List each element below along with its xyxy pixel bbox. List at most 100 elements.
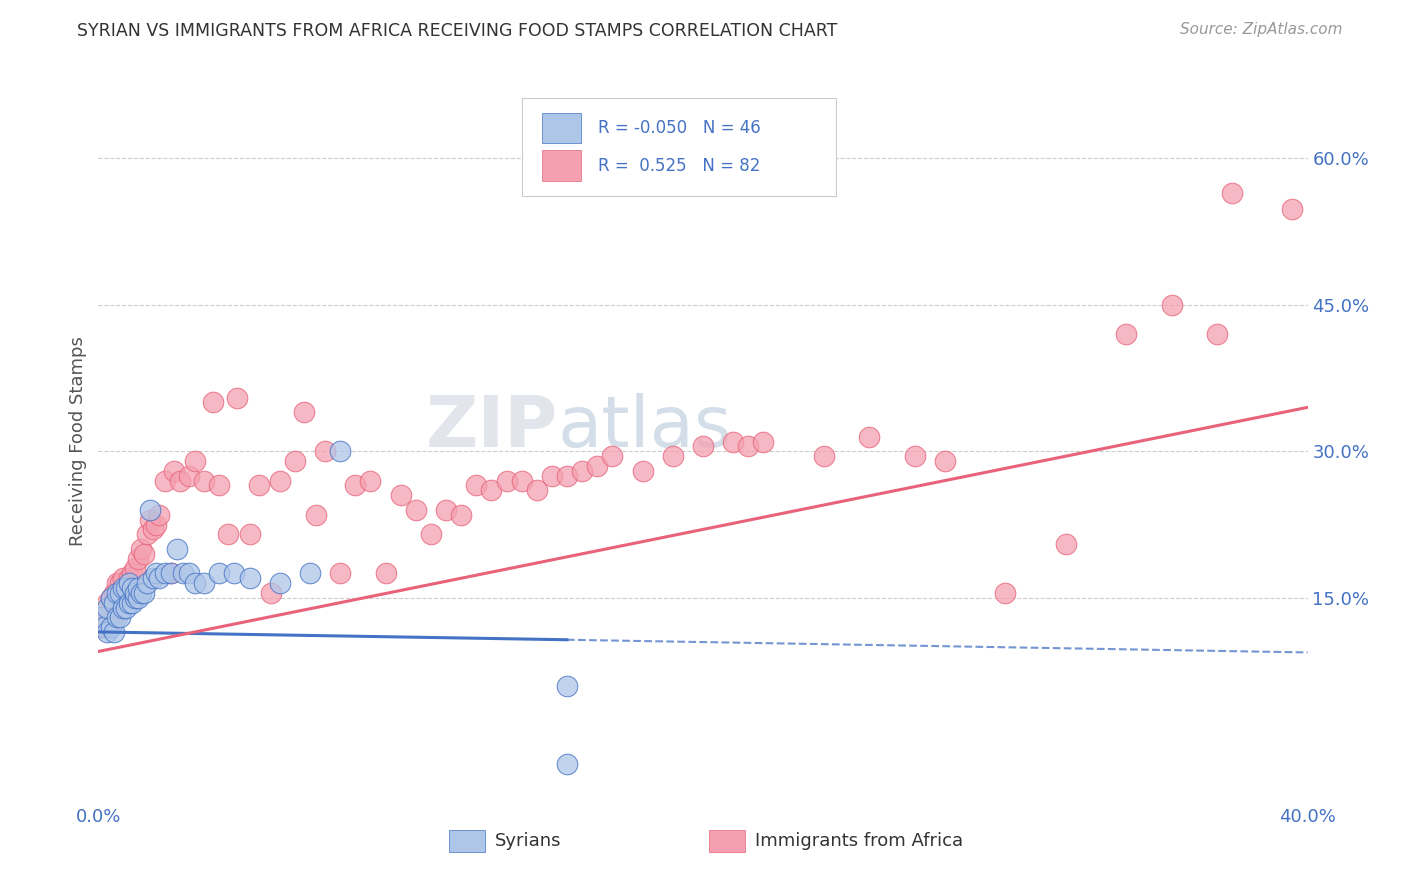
Point (108, 610, 131, 624)
Point (305, 508, 328, 522)
Point (329, 444, 352, 458)
Point (344, 478, 367, 492)
FancyBboxPatch shape (522, 98, 837, 196)
Point (540, 468, 562, 483)
Point (111, 600, 134, 615)
Point (1281, 202, 1303, 216)
Point (142, 523, 165, 537)
Point (166, 541, 188, 556)
Point (93, 610, 115, 624)
Point (145, 566, 167, 581)
Point (405, 503, 427, 517)
Point (208, 478, 231, 492)
Point (139, 503, 162, 517)
Point (153, 566, 176, 581)
Point (269, 576, 291, 591)
Point (360, 474, 382, 488)
Point (103, 624, 125, 639)
Point (142, 571, 165, 585)
Point (555, 679, 578, 693)
Point (103, 596, 125, 610)
Text: ZIP: ZIP (426, 392, 558, 461)
Point (224, 566, 246, 581)
Text: Immigrants from Africa: Immigrants from Africa (755, 832, 963, 850)
Point (118, 571, 141, 585)
Point (124, 586, 146, 600)
Point (631, 464, 654, 478)
Point (160, 566, 183, 581)
Point (127, 591, 149, 605)
Point (260, 586, 283, 600)
Point (1220, 186, 1243, 200)
Point (329, 566, 352, 581)
Point (526, 483, 548, 498)
FancyBboxPatch shape (709, 830, 745, 852)
Point (105, 600, 128, 615)
Point (124, 591, 146, 605)
Point (93, 620, 115, 634)
Point (145, 517, 167, 532)
Point (129, 541, 152, 556)
Point (111, 571, 134, 585)
Point (179, 468, 201, 483)
Text: Syrians: Syrians (495, 832, 561, 850)
Point (737, 439, 759, 453)
Point (217, 527, 239, 541)
Point (994, 586, 1017, 600)
Point (179, 566, 201, 581)
Point (114, 600, 136, 615)
Point (510, 474, 533, 488)
Point (314, 444, 336, 458)
Point (813, 449, 835, 463)
Point (121, 596, 143, 610)
Point (299, 566, 322, 581)
Point (184, 454, 207, 468)
Point (129, 586, 152, 600)
Point (481, 483, 503, 498)
FancyBboxPatch shape (543, 151, 581, 181)
Point (247, 478, 270, 492)
Point (153, 474, 176, 488)
Point (1054, 537, 1077, 551)
Point (465, 478, 488, 492)
Point (132, 547, 155, 561)
Point (602, 449, 624, 463)
Point (100, 591, 122, 605)
Point (135, 527, 157, 541)
Point (114, 581, 136, 595)
Point (135, 576, 157, 591)
Point (103, 610, 125, 624)
Point (202, 395, 225, 409)
Point (127, 581, 149, 595)
Point (127, 551, 149, 566)
Point (114, 586, 136, 600)
Point (752, 434, 775, 449)
Point (121, 566, 143, 581)
Point (108, 586, 131, 600)
Point (1115, 327, 1137, 342)
Text: R =  0.525   N = 82: R = 0.525 N = 82 (598, 156, 761, 175)
FancyBboxPatch shape (449, 830, 485, 852)
Y-axis label: Receiving Food Stamps: Receiving Food Stamps (69, 336, 87, 547)
Point (904, 449, 927, 463)
Point (692, 439, 714, 453)
Point (208, 566, 231, 581)
Point (389, 488, 412, 502)
Point (105, 610, 128, 624)
Point (124, 561, 146, 575)
Point (100, 620, 122, 634)
Text: Source: ZipAtlas.com: Source: ZipAtlas.com (1180, 22, 1343, 37)
Point (555, 468, 578, 483)
Point (269, 474, 291, 488)
Point (169, 474, 191, 488)
Point (148, 508, 170, 522)
Point (100, 591, 122, 605)
Point (723, 434, 745, 449)
Point (586, 458, 609, 473)
Point (108, 576, 131, 591)
Point (1160, 298, 1182, 312)
Point (858, 430, 880, 444)
Point (434, 503, 457, 517)
Text: R = -0.050   N = 46: R = -0.050 N = 46 (598, 119, 761, 137)
Text: SYRIAN VS IMMIGRANTS FROM AFRICA RECEIVING FOOD STAMPS CORRELATION CHART: SYRIAN VS IMMIGRANTS FROM AFRICA RECEIVI… (77, 22, 838, 40)
